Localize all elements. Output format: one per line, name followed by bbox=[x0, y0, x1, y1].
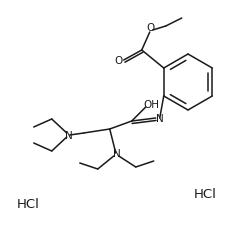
Text: O: O bbox=[147, 23, 155, 33]
Text: N: N bbox=[156, 114, 164, 124]
Text: HCl: HCl bbox=[194, 188, 216, 202]
Text: OH: OH bbox=[144, 100, 160, 110]
Text: HCl: HCl bbox=[17, 199, 39, 212]
Text: N: N bbox=[113, 149, 121, 159]
Text: O: O bbox=[115, 56, 123, 66]
Text: N: N bbox=[65, 131, 73, 141]
